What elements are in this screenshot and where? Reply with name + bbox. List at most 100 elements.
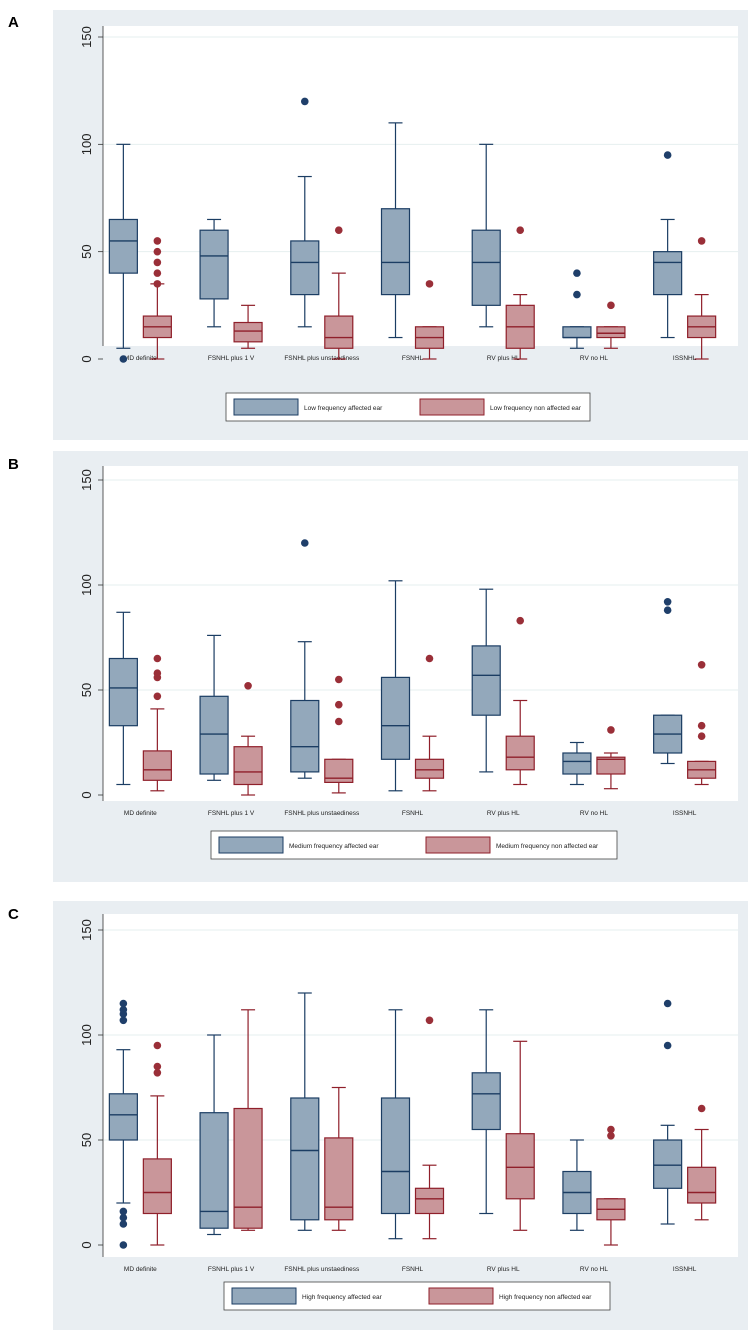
box-iqr	[562, 752, 592, 775]
outlier-point	[573, 269, 581, 277]
category-label: RV plus HL	[487, 810, 520, 817]
panel-a: A 0 50 100 150 MD definite FSNHL plus 1 V FSNH…	[0, 0, 750, 446]
outlier-point	[300, 539, 309, 547]
chart-a-svg: 0 50 100 150 MD definite FSNHL plus 1 V FSNHL …	[53, 10, 748, 440]
box-iqr	[108, 657, 138, 727]
box-iqr	[562, 326, 592, 339]
outlier-point	[516, 616, 525, 625]
box-nonaffected	[142, 237, 172, 360]
outlier-point	[573, 290, 581, 299]
box-affected	[653, 999, 683, 1225]
outlier-point	[334, 226, 343, 234]
box-affected	[562, 1139, 592, 1231]
box-iqr	[142, 750, 172, 781]
outlier-point	[153, 654, 162, 663]
box-nonaffected	[142, 654, 172, 792]
box-iqr	[233, 1107, 263, 1229]
box-affected	[199, 634, 229, 781]
outlier-point	[153, 247, 162, 256]
box-affected	[290, 97, 320, 328]
outlier-point	[663, 1041, 672, 1050]
legend: Medium frequency affected ear Medium freq…	[210, 830, 618, 860]
legend-entry: High frequency affected ear	[302, 1294, 383, 1301]
legend-entry: Medium frequency non affected ear	[496, 843, 599, 850]
category-label: RV plus HL	[487, 1266, 520, 1273]
category-label: RV plus HL	[487, 355, 520, 362]
outlier-point	[153, 692, 162, 701]
box-affected	[471, 1009, 501, 1215]
outlier-point	[663, 606, 672, 614]
box-affected	[380, 122, 411, 339]
box-iqr	[380, 1097, 411, 1215]
box-nonaffected	[324, 675, 354, 794]
box-nonaffected	[414, 654, 445, 792]
category-label: FSNHL	[402, 810, 424, 817]
box-iqr	[233, 321, 263, 343]
outlier-point	[663, 999, 672, 1008]
box-iqr	[199, 695, 229, 775]
box-affected	[471, 588, 501, 773]
box-iqr	[653, 251, 683, 296]
legend-swatch	[233, 398, 299, 416]
category-label: FSNHL	[402, 1266, 424, 1273]
outlier-point	[119, 1207, 128, 1216]
box-nonaffected	[233, 1009, 263, 1231]
outlier-point	[697, 237, 706, 245]
category-label: MD definite	[124, 355, 157, 362]
box-affected	[199, 218, 229, 328]
legend-entry: High frequency non affected ear	[499, 1294, 592, 1301]
category-label: FSNHL plus 1 V	[208, 1266, 255, 1273]
y-tick-label: 0	[79, 1241, 94, 1248]
box-iqr	[108, 218, 138, 274]
outlier-point	[153, 237, 162, 245]
outlier-point	[119, 355, 128, 363]
category-label: FSNHL plus unstaediness	[284, 810, 360, 817]
y-tick-label: 150	[79, 469, 94, 491]
outlier-point	[119, 1006, 128, 1014]
box-affected	[290, 992, 320, 1231]
box-affected	[653, 598, 683, 765]
box-iqr	[324, 758, 354, 783]
outlier-point	[607, 1125, 615, 1134]
y-tick-label: 100	[79, 1024, 94, 1046]
box-affected	[471, 143, 501, 328]
box-nonaffected	[687, 1104, 717, 1221]
box-nonaffected	[596, 1125, 626, 1246]
outlier-point	[153, 280, 162, 288]
box-iqr	[233, 746, 263, 786]
box-iqr	[380, 676, 411, 760]
outlier-point	[607, 726, 615, 734]
panel-c: C 0 50 100 150 MD definite FSNHL plus 1 V FSNH…	[0, 892, 750, 1339]
category-label: MD definite	[124, 1266, 157, 1273]
box-iqr	[290, 240, 320, 296]
box-iqr	[471, 229, 501, 306]
box-affected	[380, 1009, 411, 1240]
outlier-point	[119, 999, 128, 1008]
box-iqr	[199, 1112, 229, 1229]
category-label: FSNHL plus unstaediness	[284, 1266, 360, 1273]
y-tick-label: 50	[79, 1133, 94, 1147]
y-tick-label: 0	[79, 355, 94, 362]
legend-swatch	[231, 1287, 297, 1305]
box-iqr	[290, 1097, 320, 1221]
legend-swatch	[218, 836, 284, 854]
outlier-point	[425, 654, 434, 663]
box-nonaffected	[324, 1086, 354, 1231]
outlier-point	[663, 151, 672, 159]
y-tick-label: 150	[79, 26, 94, 48]
box-affected	[199, 1034, 229, 1236]
box-iqr	[653, 1139, 683, 1189]
box-iqr	[414, 1187, 445, 1215]
category-label: FSNHL plus 1 V	[208, 355, 255, 362]
panel-letter-a: A	[8, 14, 19, 31]
outlier-point	[119, 1016, 128, 1025]
box-nonaffected	[505, 226, 535, 360]
box-iqr	[471, 645, 501, 716]
legend: Low frequency affected ear Low frequency …	[225, 392, 591, 422]
box-iqr	[199, 229, 229, 300]
plot-area	[103, 466, 738, 801]
box-iqr	[505, 735, 535, 771]
box-nonaffected	[505, 616, 535, 786]
outlier-point	[153, 1041, 162, 1050]
legend-entry: Low frequency affected ear	[304, 405, 383, 412]
